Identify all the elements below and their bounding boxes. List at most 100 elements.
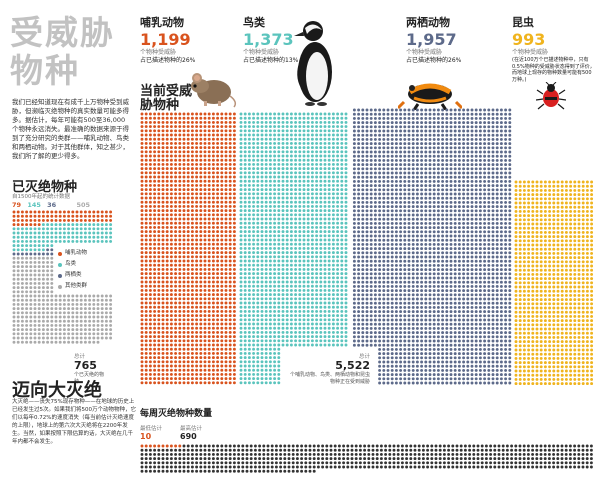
threatened-dot-3 <box>474 293 478 297</box>
threatened-dot-2 <box>289 326 293 330</box>
threatened-dot-3 <box>436 284 440 288</box>
threatened-dot-2 <box>260 133 264 137</box>
threatened-dot-3 <box>386 209 390 213</box>
threatened-dot-2 <box>344 246 348 250</box>
threatened-dot-2 <box>331 339 335 343</box>
threatened-dot-3 <box>365 251 369 255</box>
threatened-dot-3 <box>382 108 386 112</box>
threatened-dot-1 <box>165 284 169 288</box>
threatened-dot-3 <box>361 121 365 125</box>
threatened-dot-1 <box>144 267 148 271</box>
threatened-dot-1 <box>203 213 207 217</box>
threatened-dot-3 <box>386 188 390 192</box>
threatened-dot-2 <box>302 171 306 175</box>
threatened-dot-3 <box>420 331 424 335</box>
threatened-dot-2 <box>243 351 247 355</box>
threatened-dot-3 <box>386 377 390 381</box>
threatened-dot-1 <box>178 347 182 351</box>
threatened-dot-3 <box>407 205 411 209</box>
threatened-dot-1 <box>182 280 186 284</box>
threatened-dot-3 <box>390 255 394 259</box>
threatened-dot-3 <box>365 209 369 213</box>
threatened-dot-2 <box>294 112 298 116</box>
threatened-dot-3 <box>369 129 373 133</box>
threatened-dot-3 <box>369 272 373 276</box>
threatened-dot-3 <box>432 112 436 116</box>
threatened-dot-3 <box>449 310 453 314</box>
threatened-dot-1 <box>186 221 190 225</box>
threatened-dot-1 <box>178 200 182 204</box>
threatened-dot-1 <box>195 158 199 162</box>
threatened-dot-1 <box>211 188 215 192</box>
threatened-dot-2 <box>331 162 335 166</box>
threatened-dot-3 <box>386 184 390 188</box>
threatened-dot-3 <box>445 196 449 200</box>
threatened-dot-3 <box>462 137 466 141</box>
threatened-dot-2 <box>306 272 310 276</box>
threatened-dot-2 <box>331 280 335 284</box>
threatened-dot-1 <box>144 255 148 259</box>
threatened-dot-2 <box>331 322 335 326</box>
threatened-dot-3 <box>466 301 470 305</box>
threatened-dot-2 <box>256 225 260 229</box>
threatened-dot-3 <box>378 154 382 158</box>
threatened-dot-1 <box>232 360 236 364</box>
threatened-dot-3 <box>394 116 398 120</box>
threatened-dot-3 <box>382 137 386 141</box>
threatened-dot-1 <box>232 196 236 200</box>
threatened-dot-2 <box>315 146 319 150</box>
threatened-dot-1 <box>224 297 228 301</box>
threatened-dot-2 <box>247 326 251 330</box>
threatened-dot-2 <box>319 213 323 217</box>
threatened-dot-3 <box>382 142 386 146</box>
threatened-dot-1 <box>203 183 207 187</box>
threatened-dot-3 <box>382 255 386 259</box>
threatened-dot-1 <box>161 301 165 305</box>
threatened-dot-3 <box>424 234 428 238</box>
threatened-dot-3 <box>445 129 449 133</box>
threatened-dot-2 <box>277 339 281 343</box>
threatened-dot-3 <box>453 238 457 242</box>
threatened-dot-3 <box>403 242 407 246</box>
threatened-dot-3 <box>357 314 361 318</box>
threatened-dot-3 <box>428 133 432 137</box>
threatened-dot-1 <box>174 167 178 171</box>
threatened-dot-2 <box>256 234 260 238</box>
threatened-dot-2 <box>285 221 289 225</box>
threatened-dot-1 <box>190 368 194 372</box>
threatened-dot-3 <box>432 205 436 209</box>
threatened-dot-3 <box>466 293 470 297</box>
threatened-dot-3 <box>386 133 390 137</box>
threatened-dot-1 <box>182 175 186 179</box>
threatened-dot-1 <box>178 188 182 192</box>
threatened-dot-3 <box>369 137 373 141</box>
threatened-dot-3 <box>403 339 407 343</box>
threatened-dot-2 <box>260 209 264 213</box>
threatened-dot-3 <box>466 163 470 167</box>
threatened-dot-2 <box>323 217 327 221</box>
threatened-dot-2 <box>289 150 293 154</box>
threatened-dot-3 <box>352 142 356 146</box>
threatened-dot-1 <box>186 297 190 301</box>
threatened-dot-2 <box>277 251 281 255</box>
threatened-dot-2 <box>344 238 348 242</box>
threatened-dot-3 <box>420 205 424 209</box>
threatened-dot-2 <box>277 196 281 200</box>
threatened-dot-1 <box>232 150 236 154</box>
threatened-dot-3 <box>474 158 478 162</box>
threatened-dot-1 <box>148 351 152 355</box>
threatened-dot-2 <box>243 175 247 179</box>
threatened-dot-3 <box>378 200 382 204</box>
threatened-dot-3 <box>428 112 432 116</box>
threatened-dot-3 <box>462 125 466 129</box>
threatened-dot-1 <box>169 356 173 360</box>
threatened-dot-2 <box>285 309 289 313</box>
threatened-dot-2 <box>277 276 281 280</box>
threatened-dot-3 <box>445 184 449 188</box>
threatened-dot-2 <box>344 158 348 162</box>
threatened-dot-3 <box>420 209 424 213</box>
threatened-dot-1 <box>169 255 173 259</box>
threatened-dot-3 <box>424 150 428 154</box>
threatened-dot-3 <box>449 364 453 368</box>
threatened-dot-1 <box>140 377 144 381</box>
